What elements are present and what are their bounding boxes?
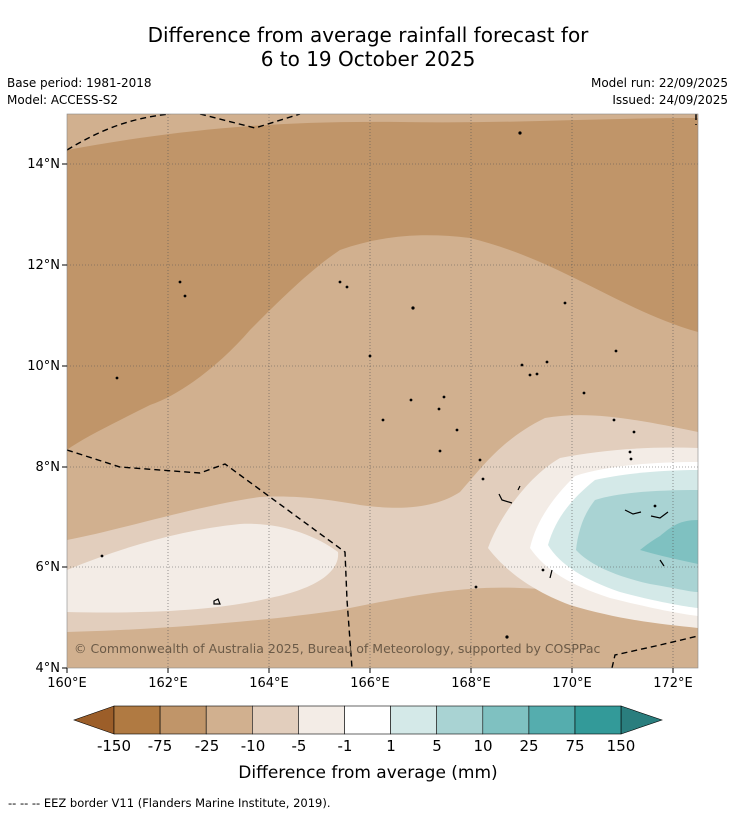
map-fill xyxy=(67,114,698,668)
lat-tick-10n: 10°N xyxy=(27,359,60,374)
contour-band-minus-5-west xyxy=(67,523,339,613)
contour-band-plus-10 xyxy=(640,520,698,564)
colorbar-swatch xyxy=(390,705,438,735)
colorbar-tick: -25 xyxy=(195,737,220,755)
lon-tick-170e: 170°E xyxy=(552,676,592,691)
lat-tick-4n: 4°N xyxy=(36,661,61,676)
colorbar-swatch xyxy=(298,705,345,735)
colorbar-label: Difference from average (mm) xyxy=(238,763,497,783)
colorbar-tick: -10 xyxy=(241,737,266,755)
colorbar-tick: -150 xyxy=(97,737,131,755)
colorbar-tick: 75 xyxy=(565,737,584,755)
colorbar-swatch xyxy=(252,705,299,735)
colorbar-tick: 5 xyxy=(432,737,442,755)
title-line-1: Difference from average rainfall forecas… xyxy=(147,23,589,47)
colorbar-tick: -5 xyxy=(292,737,307,755)
colorbar-tick: -1 xyxy=(338,737,353,755)
contour-band-minus-75 xyxy=(67,118,698,450)
colorbar-tick: 10 xyxy=(473,737,492,755)
lon-tick-166e: 166°E xyxy=(350,676,390,691)
longitude-labels: 160°E 162°E 164°E 166°E 168°E 170°E 172°… xyxy=(47,668,693,691)
colorbar-swatch xyxy=(159,705,207,735)
colorbar-swatch xyxy=(528,705,576,735)
lat-tick-12n: 12°N xyxy=(27,258,60,273)
contour-band-plus-5 xyxy=(576,490,698,592)
colorbar-tick: 150 xyxy=(607,737,636,755)
colorbar-swatch xyxy=(344,705,391,735)
lon-tick-162e: 162°E xyxy=(148,676,188,691)
model-name: Model: ACCESS-S2 xyxy=(7,93,119,107)
latitude-labels: 14°N 12°N 10°N 8°N 6°N 4°N xyxy=(27,157,67,676)
colorbar-swatch xyxy=(620,705,663,735)
lon-tick-164e: 164°E xyxy=(249,676,289,691)
eez-borders xyxy=(67,114,698,668)
lat-tick-14n: 14°N xyxy=(27,157,60,172)
contour-band-bottom xyxy=(67,605,698,668)
model-run: Model run: 22/09/2025 xyxy=(590,76,728,90)
eez-footnote: -- -- -- EEZ border V11 (Flanders Marine… xyxy=(8,796,331,810)
issued-date: Issued: 24/09/2025 xyxy=(612,93,728,107)
colorbar-legend xyxy=(73,705,663,735)
colorbar-tick: 25 xyxy=(519,737,538,755)
colorbar-swatch xyxy=(436,705,484,735)
atolls xyxy=(213,485,669,605)
base-period: Base period: 1981-2018 xyxy=(7,76,152,90)
colorbar-tick-labels: -150 -75 -25 -10 -5 -1 1 5 10 25 75 150 xyxy=(97,737,635,755)
copyright-text: © Commonwealth of Australia 2025, Bureau… xyxy=(74,641,600,656)
plot-frame xyxy=(66,113,699,669)
lon-tick-168e: 168°E xyxy=(451,676,491,691)
lat-tick-8n: 8°N xyxy=(36,460,61,475)
colorbar-swatch xyxy=(205,705,253,735)
gridlines xyxy=(67,114,698,668)
colorbar-swatch xyxy=(73,705,115,735)
islands xyxy=(100,131,657,639)
colorbar-swatch xyxy=(574,705,622,735)
title-line-2: 6 to 19 October 2025 xyxy=(260,47,476,71)
colorbar-tick: 1 xyxy=(386,737,396,755)
lon-tick-172e: 172°E xyxy=(653,676,693,691)
colorbar-swatch xyxy=(113,705,161,735)
colorbar-tick: -75 xyxy=(148,737,173,755)
colorbar-swatch xyxy=(482,705,530,735)
lon-tick-160e: 160°E xyxy=(47,676,87,691)
lat-tick-6n: 6°N xyxy=(36,560,61,575)
